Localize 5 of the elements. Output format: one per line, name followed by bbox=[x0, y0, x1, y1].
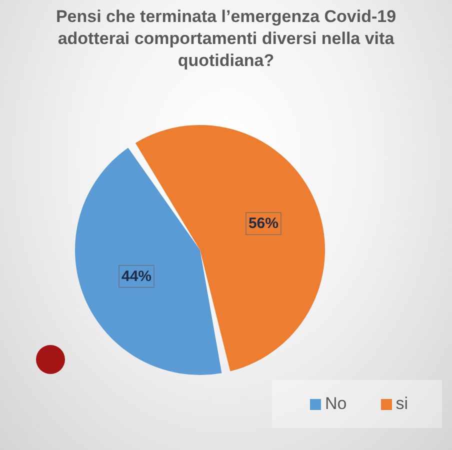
legend-label: si bbox=[396, 394, 408, 413]
data-label: 56% bbox=[248, 215, 279, 232]
legend-label: No bbox=[324, 394, 347, 413]
chart-title: Pensi che terminata l’emergenza Covid-19 adotterai comportamenti diversi nella vita quotidiana? bbox=[54, 6, 398, 72]
data-label: 44% bbox=[121, 268, 152, 285]
